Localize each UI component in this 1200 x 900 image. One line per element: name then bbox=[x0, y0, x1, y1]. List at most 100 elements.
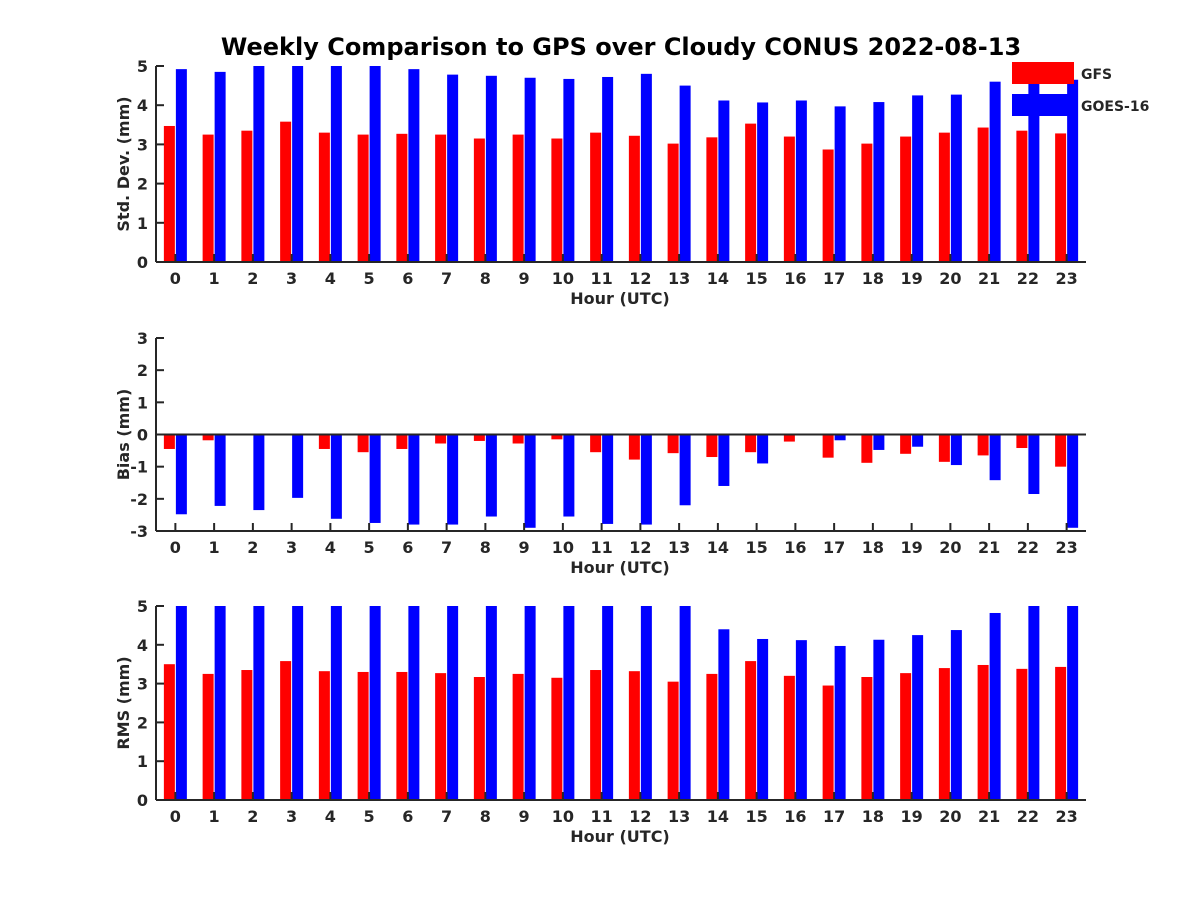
y-tick-label: 1 bbox=[137, 214, 148, 233]
bar-gfs-15 bbox=[745, 123, 757, 263]
x-tick-label: 20 bbox=[939, 538, 961, 557]
bar-gfs-13 bbox=[667, 434, 679, 454]
bar-goes16-3 bbox=[292, 434, 304, 498]
bar-goes16-8 bbox=[485, 75, 497, 262]
x-tick-label: 4 bbox=[325, 807, 336, 826]
bar-gfs-3 bbox=[280, 121, 292, 262]
bar-goes16-1 bbox=[214, 71, 226, 262]
y-tick-label: -2 bbox=[130, 490, 148, 509]
bar-gfs-18 bbox=[861, 677, 873, 800]
bar-goes16-13 bbox=[679, 606, 691, 800]
bar-gfs-11 bbox=[590, 132, 602, 262]
y-axis-label: Bias (mm) bbox=[114, 389, 133, 481]
x-tick-label: 4 bbox=[325, 269, 336, 288]
bar-goes16-3 bbox=[292, 606, 304, 800]
x-tick-label: 15 bbox=[745, 538, 767, 557]
bar-gfs-3 bbox=[280, 661, 292, 800]
bar-goes16-22 bbox=[1028, 77, 1040, 262]
bar-goes16-21 bbox=[989, 81, 1001, 263]
bar-goes16-12 bbox=[640, 606, 652, 800]
bar-goes16-5 bbox=[369, 66, 381, 262]
x-tick-label: 9 bbox=[519, 269, 530, 288]
x-tick-label: 6 bbox=[402, 269, 413, 288]
x-tick-label: 6 bbox=[402, 538, 413, 557]
bar-goes16-17 bbox=[834, 434, 846, 441]
bar-goes16-19 bbox=[912, 635, 924, 800]
x-tick-label: 5 bbox=[364, 269, 375, 288]
bar-gfs-5 bbox=[357, 134, 369, 262]
bar-gfs-15 bbox=[745, 434, 757, 453]
x-tick-label: 20 bbox=[939, 269, 961, 288]
bar-goes16-4 bbox=[330, 434, 342, 519]
bar-gfs-5 bbox=[357, 671, 369, 800]
bar-goes16-3 bbox=[292, 66, 304, 262]
y-tick-label: 2 bbox=[137, 175, 148, 194]
bar-goes16-9 bbox=[524, 77, 536, 262]
y-tick-label: 2 bbox=[137, 713, 148, 732]
x-tick-label: 15 bbox=[745, 269, 767, 288]
y-tick-label: 5 bbox=[137, 597, 148, 616]
bar-goes16-2 bbox=[253, 434, 265, 511]
legend-swatch-gfs bbox=[1012, 62, 1074, 84]
x-tick-label: 3 bbox=[286, 807, 297, 826]
bar-goes16-21 bbox=[989, 434, 1001, 481]
x-tick-label: 14 bbox=[707, 269, 729, 288]
bar-gfs-20 bbox=[938, 668, 950, 800]
x-tick-label: 22 bbox=[1017, 269, 1039, 288]
bar-goes16-12 bbox=[640, 73, 652, 262]
x-tick-label: 18 bbox=[862, 538, 884, 557]
bar-gfs-7 bbox=[435, 134, 447, 262]
legend-swatch-goes16 bbox=[1012, 94, 1074, 116]
bar-gfs-2 bbox=[241, 130, 253, 262]
bar-goes16-2 bbox=[253, 66, 265, 262]
x-tick-label: 11 bbox=[590, 269, 612, 288]
bar-gfs-19 bbox=[900, 434, 912, 454]
bar-goes16-17 bbox=[834, 645, 846, 800]
chart-title: Weekly Comparison to GPS over Cloudy CON… bbox=[221, 33, 1021, 61]
bar-gfs-19 bbox=[900, 136, 912, 262]
x-tick-label: 17 bbox=[823, 538, 845, 557]
x-tick-label: 14 bbox=[707, 538, 729, 557]
bar-gfs-14 bbox=[706, 434, 718, 458]
bar-goes16-5 bbox=[369, 434, 381, 523]
bar-gfs-14 bbox=[706, 137, 718, 262]
x-tick-label: 5 bbox=[364, 807, 375, 826]
bar-gfs-10 bbox=[551, 677, 563, 800]
y-tick-label: 3 bbox=[137, 329, 148, 348]
x-tick-label: 18 bbox=[862, 269, 884, 288]
bar-goes16-9 bbox=[524, 434, 536, 528]
bar-goes16-15 bbox=[757, 434, 769, 464]
bar-goes16-0 bbox=[175, 606, 187, 800]
bar-goes16-13 bbox=[679, 434, 691, 506]
bar-gfs-21 bbox=[977, 127, 989, 262]
x-axis-label: Hour (UTC) bbox=[570, 289, 670, 308]
bar-goes16-11 bbox=[602, 606, 614, 800]
y-tick-label: 5 bbox=[137, 57, 148, 76]
bar-gfs-1 bbox=[202, 673, 214, 800]
bar-gfs-17 bbox=[822, 685, 834, 800]
bar-gfs-13 bbox=[667, 143, 679, 262]
y-tick-label: 0 bbox=[137, 253, 148, 272]
x-tick-label: 16 bbox=[784, 807, 806, 826]
bar-goes16-17 bbox=[834, 106, 846, 262]
x-tick-label: 16 bbox=[784, 538, 806, 557]
x-tick-label: 7 bbox=[441, 807, 452, 826]
x-tick-label: 1 bbox=[209, 538, 220, 557]
y-tick-label: 4 bbox=[137, 636, 148, 655]
x-tick-label: 11 bbox=[590, 807, 612, 826]
x-tick-label: 1 bbox=[209, 807, 220, 826]
x-axis-label: Hour (UTC) bbox=[570, 558, 670, 577]
y-axis-label: RMS (mm) bbox=[114, 656, 133, 749]
legend: GFS GOES-16 bbox=[1012, 62, 1149, 116]
y-tick-label: 3 bbox=[137, 675, 148, 694]
bar-gfs-5 bbox=[357, 434, 369, 453]
bar-goes16-7 bbox=[447, 74, 459, 263]
bar-gfs-1 bbox=[202, 134, 214, 262]
bar-gfs-19 bbox=[900, 673, 912, 800]
bar-gfs-0 bbox=[163, 125, 175, 262]
bar-gfs-9 bbox=[512, 673, 524, 800]
bar-goes16-13 bbox=[679, 85, 691, 262]
x-tick-label: 8 bbox=[480, 538, 491, 557]
